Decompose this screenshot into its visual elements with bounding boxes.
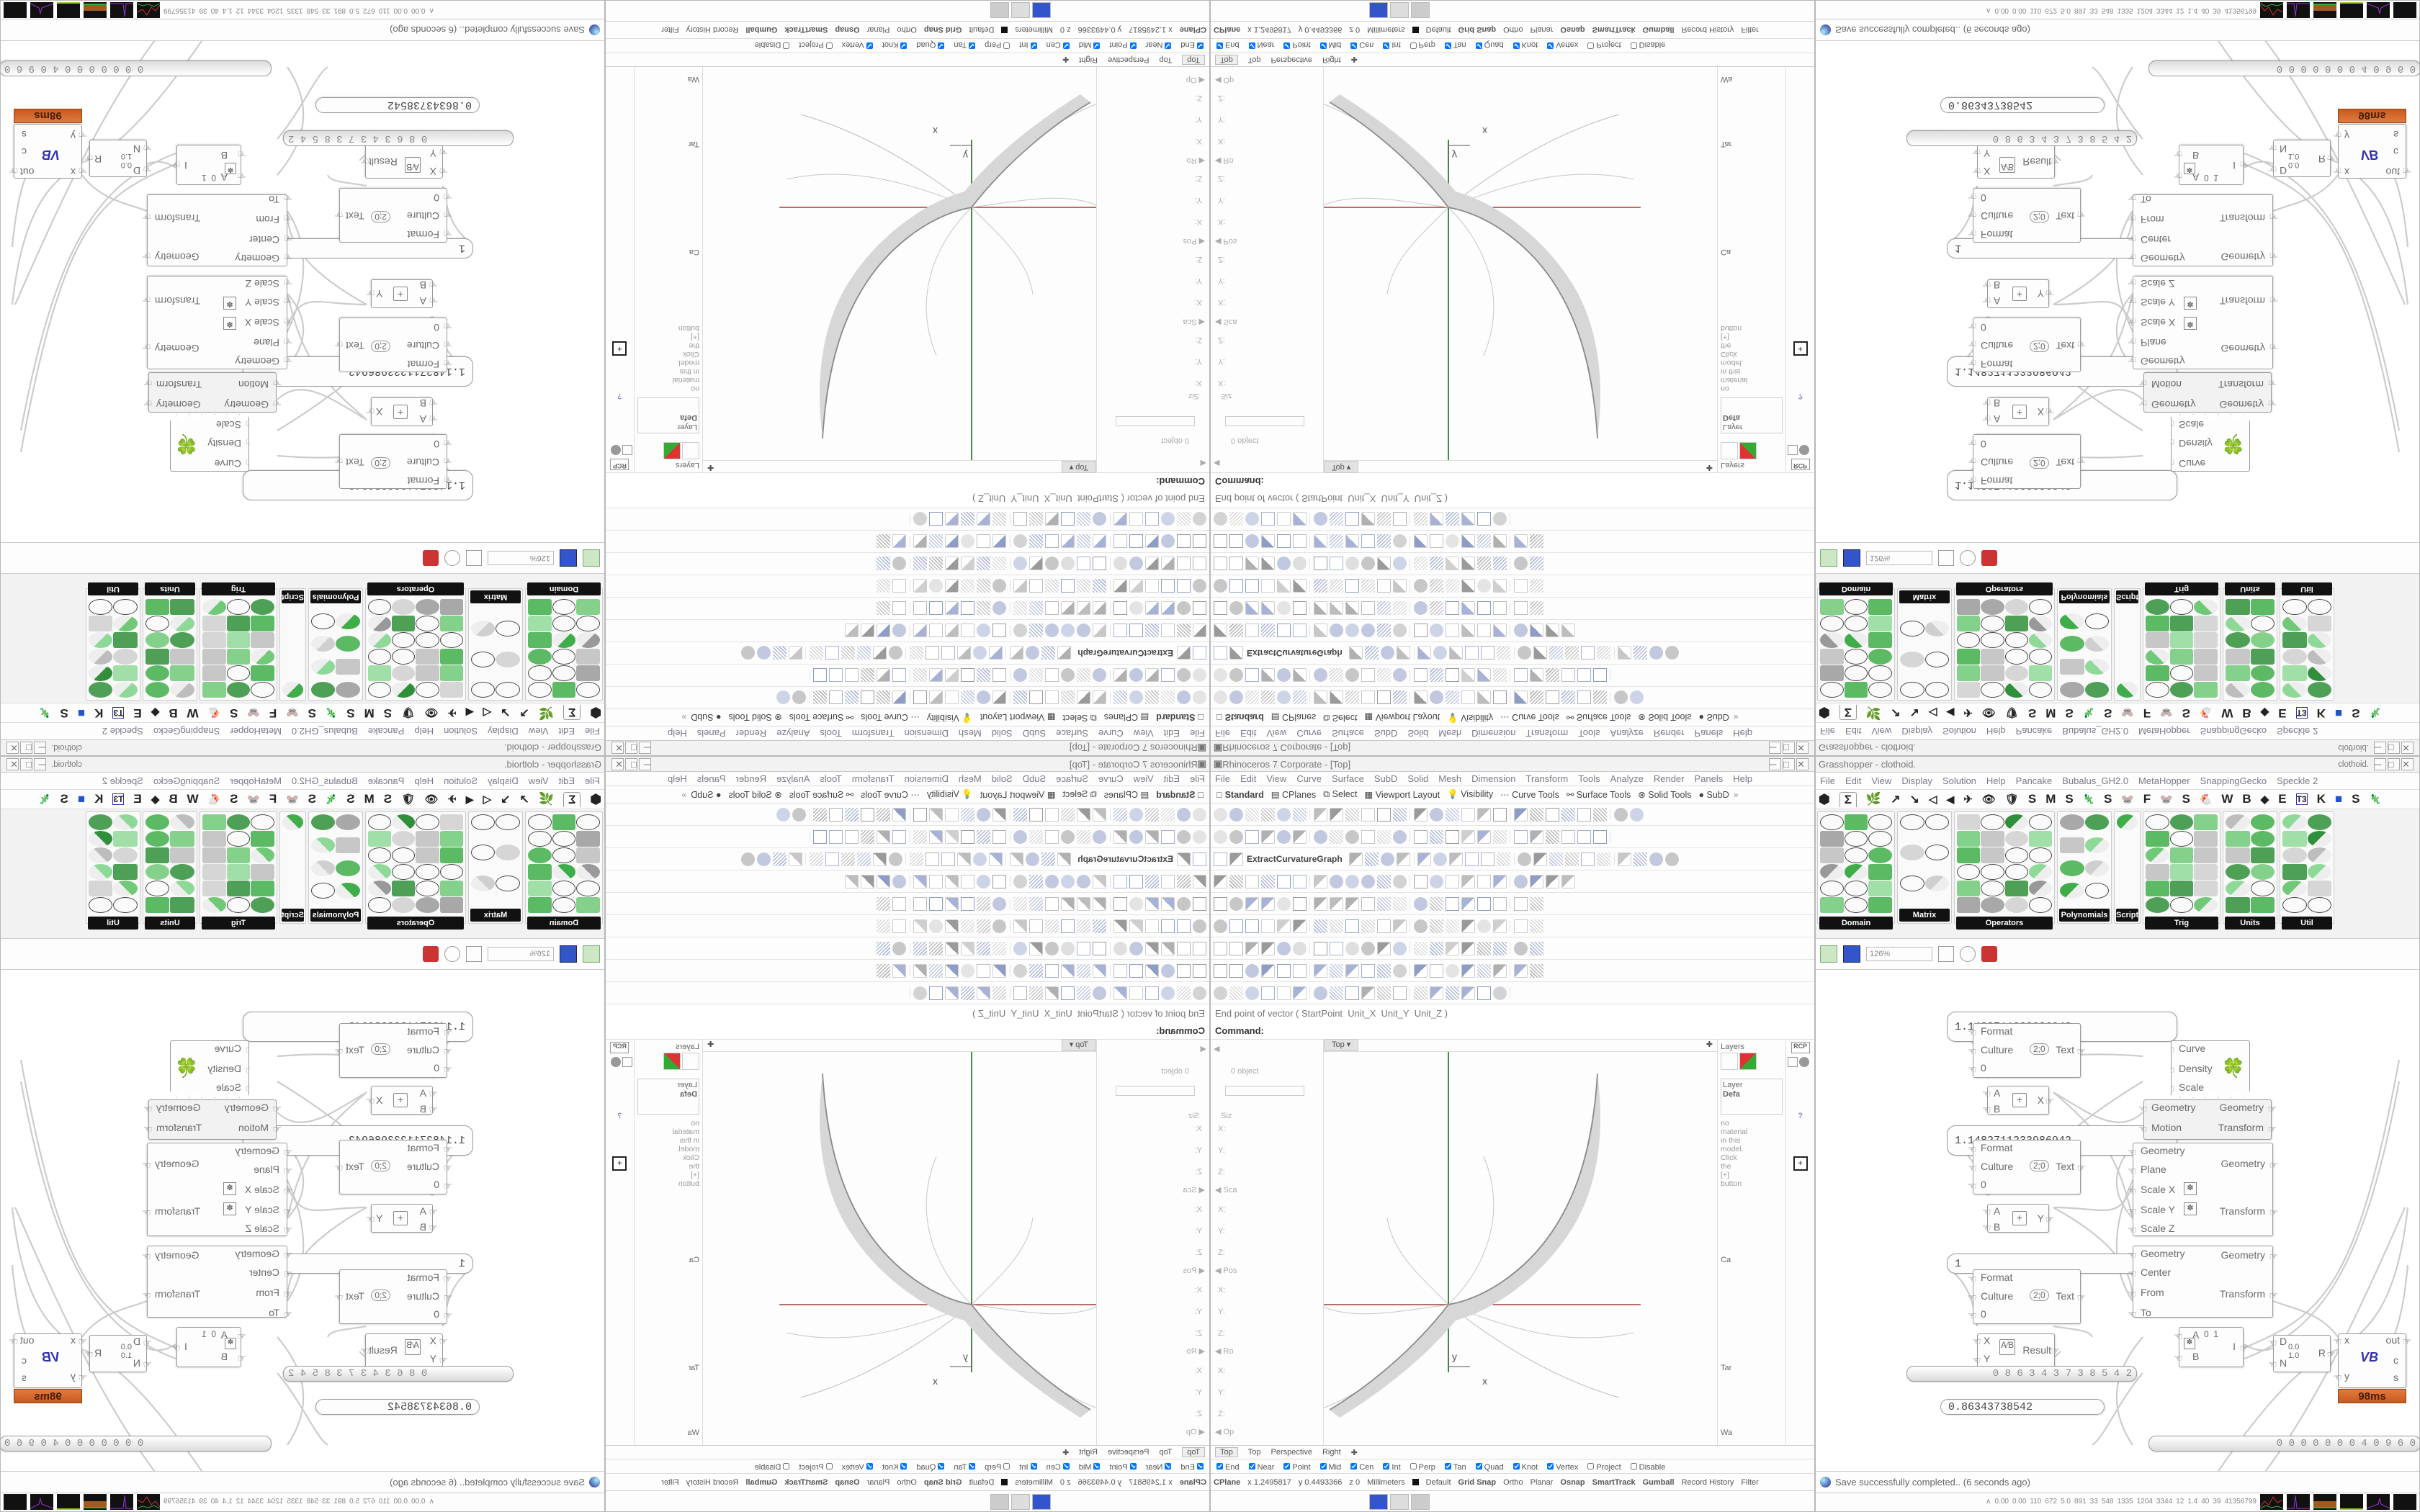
svg-text:x: x bbox=[1482, 125, 1487, 137]
svg-text:x: x bbox=[1482, 1375, 1487, 1387]
svg-text:y: y bbox=[1452, 150, 1457, 161]
svg-text:x: x bbox=[933, 1375, 938, 1387]
svg-text:y: y bbox=[963, 150, 968, 161]
svg-text:y: y bbox=[963, 1351, 968, 1362]
svg-text:y: y bbox=[1452, 1351, 1457, 1362]
svg-text:x: x bbox=[933, 125, 938, 137]
